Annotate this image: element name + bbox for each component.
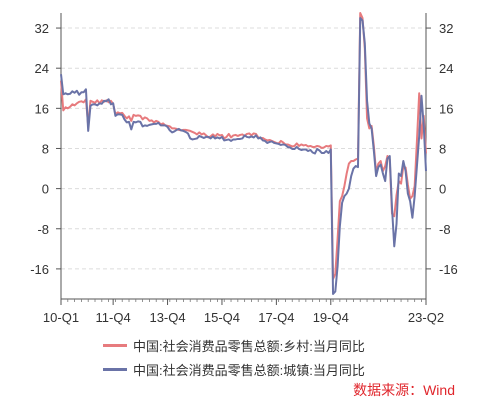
y-tick-label-right: 8 bbox=[439, 141, 446, 156]
y-tick-label-right: -16 bbox=[439, 262, 458, 277]
series-lines bbox=[60, 12, 427, 295]
tick-labels: 32 24 16 8 0 -8 -16 32 24 16 8 0 -8 -16 10-Q1 11-Q4 13-Q… bbox=[30, 21, 458, 325]
y-tick-label-right: 0 bbox=[439, 182, 446, 197]
legend: 中国:社会消费品零售总额:乡村:当月同比 中国:社会消费品零售总额:城镇:当月同… bbox=[103, 333, 365, 381]
y-tick-label-left: 8 bbox=[42, 141, 49, 156]
y-tick-label-left: 32 bbox=[35, 21, 49, 36]
x-tick-label: 15-Q4 bbox=[204, 310, 240, 325]
x-tick-label: 19-Q4 bbox=[313, 310, 349, 325]
x-tick-label: 17-Q4 bbox=[258, 310, 294, 325]
grid-lines bbox=[61, 27, 426, 270]
line-chart: 32 24 16 8 0 -8 -16 32 24 16 8 0 -8 -16 10-Q1 11-Q4 13-Q… bbox=[30, 12, 458, 325]
y-tick-label-right: 32 bbox=[439, 21, 453, 36]
x-tick-label: 23-Q2 bbox=[408, 310, 444, 325]
legend-item-rural: 中国:社会消费品零售总额:乡村:当月同比 bbox=[103, 333, 365, 357]
x-tick-label: 11-Q4 bbox=[96, 310, 131, 325]
y-tick-label-left: 16 bbox=[35, 101, 49, 116]
series-line-urban bbox=[60, 17, 427, 295]
y-tick-label-left: 0 bbox=[42, 182, 49, 197]
y-tick-label-right: 16 bbox=[439, 101, 453, 116]
x-tick-label: 13-Q4 bbox=[149, 310, 185, 325]
legend-label-rural: 中国:社会消费品零售总额:乡村:当月同比 bbox=[133, 338, 365, 354]
series-line-rural bbox=[60, 12, 427, 280]
y-tick-label-right: 24 bbox=[439, 61, 453, 76]
legend-item-urban: 中国:社会消费品零售总额:城镇:当月同比 bbox=[103, 357, 365, 381]
y-tick-label-left: 24 bbox=[35, 61, 49, 76]
legend-label-urban: 中国:社会消费品零售总额:城镇:当月同比 bbox=[133, 362, 365, 378]
source-note: 数据来源：Wind bbox=[353, 382, 455, 398]
y-tick-label-left: -8 bbox=[37, 222, 49, 237]
legend-swatch-urban bbox=[103, 367, 127, 371]
y-tick-label-left: -16 bbox=[30, 262, 49, 277]
x-tick-label: 10-Q1 bbox=[43, 310, 79, 325]
y-tick-label-right: -8 bbox=[439, 222, 451, 237]
legend-swatch-rural bbox=[103, 343, 127, 347]
